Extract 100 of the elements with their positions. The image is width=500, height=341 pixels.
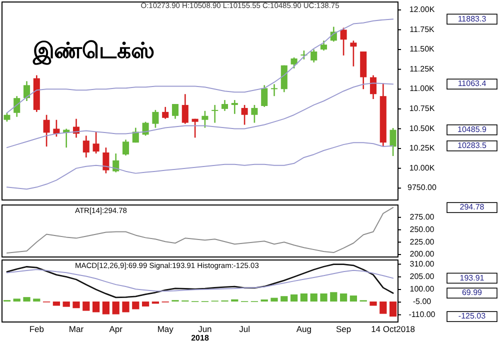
candlestick — [241, 104, 248, 126]
x-tick-label: Aug — [296, 324, 312, 334]
candlestick — [172, 103, 179, 120]
bar — [310, 293, 318, 302]
y-tick-label: 205.00 — [410, 272, 435, 281]
candlestick — [92, 131, 100, 154]
bar — [92, 302, 100, 312]
candlestick — [192, 118, 198, 138]
text: 193.91 — [460, 273, 485, 282]
y-tick-label: 250.00 — [410, 224, 435, 234]
candlestick — [122, 139, 130, 156]
bar — [300, 293, 308, 302]
y-tick-label: 10.00K — [409, 163, 436, 172]
candlestick — [270, 84, 278, 97]
bar — [320, 293, 328, 302]
bar — [33, 298, 40, 302]
line-series — [6, 264, 394, 298]
bar — [340, 293, 348, 302]
candlestick — [162, 106, 169, 120]
bar — [142, 302, 150, 306]
text: 69.99 — [462, 288, 483, 298]
bar — [260, 299, 268, 302]
bar — [72, 302, 80, 308]
line-series — [6, 269, 394, 292]
candlestick — [14, 95, 20, 118]
x-tick-label: Jun — [198, 324, 212, 334]
text: 2018 — [191, 334, 210, 341]
bar — [13, 298, 20, 302]
text: 10283.5 — [458, 140, 488, 150]
candlestick — [320, 40, 328, 52]
y-tick-label: 310.00 — [410, 259, 435, 268]
y-tick-label: 10.25K — [409, 144, 436, 153]
x-tick-label: Mar — [68, 324, 84, 334]
y-tick-label: 275.00 — [410, 212, 435, 222]
bar — [82, 302, 90, 311]
bar — [350, 296, 358, 302]
text: 11883.3 — [458, 14, 487, 24]
candlestick — [261, 84, 268, 108]
y-tick-label: -110.00 — [408, 310, 436, 319]
y-tick-label: 12.00K — [409, 5, 436, 14]
bar — [23, 297, 30, 302]
bar — [132, 302, 140, 310]
bar — [380, 302, 387, 314]
x-tick-label: Sep — [336, 324, 352, 334]
y-tick-label: 100.00 — [410, 284, 435, 294]
bar — [102, 302, 110, 314]
bar — [280, 296, 288, 302]
candlestick — [221, 99, 228, 112]
x-tick-label: 14 Oct2018 — [371, 324, 416, 334]
candlestick — [23, 80, 30, 102]
text: 11063.4 — [458, 79, 487, 88]
bar — [62, 302, 70, 307]
candlestick — [290, 56, 298, 70]
candlestick — [182, 93, 188, 124]
candlestick — [202, 110, 208, 128]
line-series — [6, 207, 394, 254]
candlestick — [152, 109, 159, 128]
candlestick — [43, 114, 50, 148]
y-tick-label: 11.00K — [410, 84, 436, 94]
y-tick-label: -5.00 — [412, 297, 432, 306]
text: இண்டெக்ஸ் — [32, 39, 155, 65]
y-tick-label: 225.00 — [410, 237, 435, 246]
x-tick-label: Jul — [239, 324, 250, 334]
bar — [330, 292, 338, 302]
y-tick-label: 11.75K — [410, 24, 436, 34]
candlestick — [132, 127, 139, 144]
candlestick — [231, 99, 238, 115]
y-tick-label: 200.00 — [410, 250, 435, 259]
y-tick-label: 11.25K — [410, 64, 436, 74]
bar — [231, 299, 238, 302]
bar — [112, 302, 120, 314]
candlestick — [340, 27, 347, 56]
candlestick — [63, 128, 70, 148]
x-tick-label: Feb — [29, 324, 44, 334]
text: 10485.9 — [458, 124, 488, 134]
candlestick — [390, 127, 396, 157]
candlestick — [82, 135, 90, 158]
candlestick — [370, 74, 377, 100]
bar — [389, 302, 397, 317]
candlestick — [112, 152, 120, 173]
x-tick-label: Apr — [109, 324, 123, 334]
text: 294.78 — [460, 202, 485, 212]
candlestick — [102, 146, 110, 174]
y-tick-label: 9750.00 — [408, 183, 438, 192]
candlestick — [251, 104, 258, 124]
bar — [290, 294, 298, 302]
line-series — [6, 18, 394, 114]
candlestick — [212, 104, 218, 124]
candlestick — [350, 40, 357, 68]
bar — [122, 302, 130, 312]
bar — [270, 298, 278, 302]
bar — [370, 302, 377, 306]
text: -125.03 — [458, 312, 486, 321]
bar — [52, 302, 60, 306]
x-tick-label: May — [157, 324, 174, 334]
y-tick-label: 10.50K — [409, 124, 436, 133]
candlestick — [53, 119, 60, 138]
candlestick — [310, 48, 318, 64]
y-tick-label: 11.50K — [410, 44, 436, 54]
y-tick-label: 10.75K — [409, 104, 436, 114]
